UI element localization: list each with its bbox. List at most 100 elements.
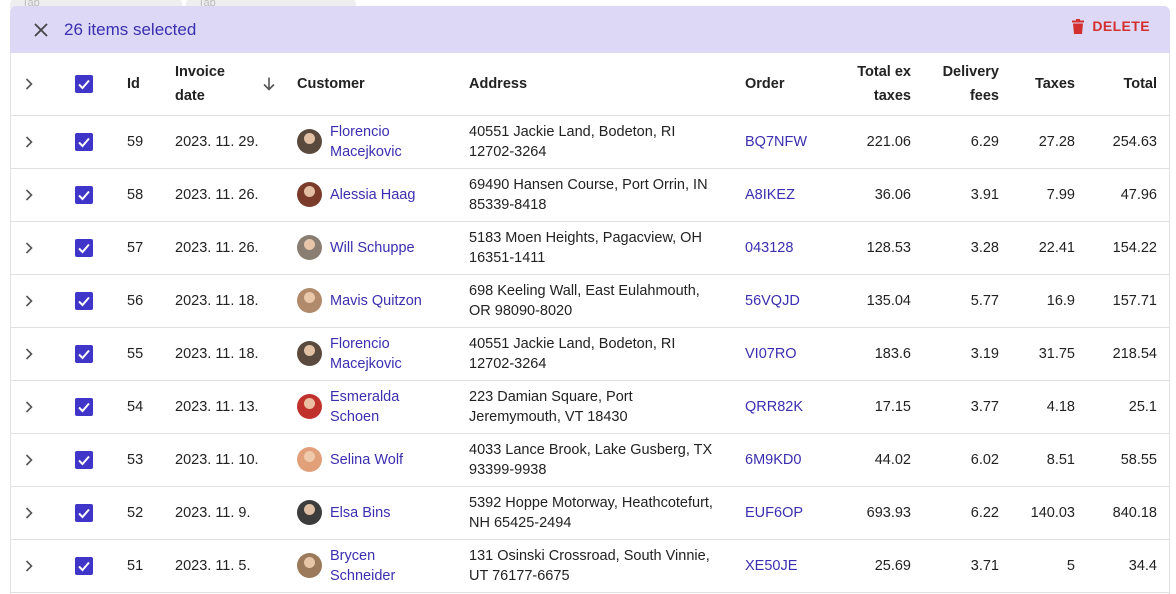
- row-checkbox[interactable]: [75, 556, 93, 575]
- chevron-right-icon[interactable]: [11, 78, 47, 90]
- row-total-ex-taxes: 44.02: [837, 433, 911, 487]
- expand-row-chevron-icon[interactable]: [11, 135, 47, 148]
- row-id: 56: [127, 274, 175, 328]
- row-invoice-date: 2023. 11. 26.: [175, 168, 297, 222]
- row-total: 34.4: [1087, 539, 1169, 593]
- row-address: 69490 Hansen Course, Port Orrin, IN 85339…: [469, 168, 745, 222]
- order-link[interactable]: A8IKEZ: [745, 186, 795, 203]
- row-id: 58: [127, 168, 175, 222]
- row-checkbox[interactable]: [75, 450, 93, 469]
- expand-row-chevron-icon[interactable]: [11, 241, 47, 254]
- table-row[interactable]: 51 2023. 11. 5. Brycen Schneider 131 Osin…: [11, 539, 1169, 593]
- table-row[interactable]: 52 2023. 11. 9. Elsa Bins 5392 Hoppe Mot…: [11, 486, 1169, 540]
- row-total-ex-taxes: 693.93: [837, 486, 911, 540]
- customer-link[interactable]: Elsa Bins: [330, 504, 391, 521]
- order-link[interactable]: 043128: [745, 239, 794, 256]
- order-link[interactable]: EUF6OP: [745, 504, 804, 521]
- row-total-ex-taxes: 135.04: [837, 274, 911, 328]
- row-checkbox[interactable]: [75, 185, 93, 204]
- row-address: 5392 Hoppe Motorway, Heathcotefurt, NH 65…: [469, 486, 745, 540]
- row-invoice-date: 2023. 11. 9.: [175, 486, 297, 540]
- row-checkbox[interactable]: [75, 344, 93, 363]
- table-row[interactable]: 53 2023. 11. 10. Selina Wolf 4033 Lance …: [11, 433, 1169, 487]
- order-link[interactable]: 56VQJD: [745, 292, 800, 309]
- customer-link[interactable]: Florencio Macejkovic: [330, 335, 402, 372]
- row-taxes: 5: [1011, 539, 1087, 593]
- row-address: 40551 Jackie Land, Bodeton, RI 12702-3264: [469, 327, 745, 381]
- header-order[interactable]: Order: [745, 53, 837, 116]
- order-link[interactable]: 6M9KD0: [745, 451, 802, 468]
- header-taxes[interactable]: Taxes: [1011, 53, 1087, 116]
- row-total: 25.1: [1087, 380, 1169, 434]
- header-delivery-fees[interactable]: Delivery fees: [911, 53, 1011, 116]
- bulk-actions-toolbar: 26 items selected DELETE: [10, 6, 1170, 53]
- table-row[interactable]: 55 2023. 11. 18. Florencio Macejkovic 405…: [11, 327, 1169, 381]
- row-taxes: 16.9: [1011, 274, 1087, 328]
- order-link[interactable]: VI07RO: [745, 345, 797, 362]
- row-total-ex-taxes: 25.69: [837, 539, 911, 593]
- customer-link[interactable]: Esmeralda Schoen: [330, 388, 400, 425]
- row-order: A8IKEZ: [745, 168, 837, 222]
- avatar: [297, 235, 322, 260]
- customer-link[interactable]: Will Schuppe: [330, 239, 415, 256]
- row-invoice-date: 2023. 11. 5.: [175, 539, 297, 593]
- order-link[interactable]: BQ7NFW: [745, 133, 808, 150]
- table-row[interactable]: 59 2023. 11. 29. Florencio Macejkovic 405…: [11, 115, 1169, 169]
- row-checkbox[interactable]: [75, 132, 93, 151]
- row-customer-cell: Florencio Macejkovic: [297, 327, 469, 381]
- row-taxes: 140.03: [1011, 486, 1087, 540]
- row-id: 51: [127, 539, 175, 593]
- row-checkbox[interactable]: [75, 397, 93, 416]
- expand-row-chevron-icon[interactable]: [11, 294, 47, 307]
- row-checkbox[interactable]: [75, 238, 93, 257]
- row-total-ex-taxes: 221.06: [837, 115, 911, 169]
- row-order: 6M9KD0: [745, 433, 837, 487]
- select-all-checkbox[interactable]: [75, 74, 93, 93]
- customer-link[interactable]: Selina Wolf: [330, 451, 404, 468]
- row-total: 840.18: [1087, 486, 1169, 540]
- table-row[interactable]: 54 2023. 11. 13. Esmeralda Schoen 223 Dam…: [11, 380, 1169, 434]
- row-customer-cell: Alessia Haag: [297, 168, 469, 222]
- row-id: 55: [127, 327, 175, 381]
- header-total[interactable]: Total: [1087, 53, 1169, 116]
- header-invoice-date[interactable]: Invoice date: [175, 53, 297, 116]
- row-checkbox[interactable]: [75, 503, 93, 522]
- row-total-ex-taxes: 36.06: [837, 168, 911, 222]
- table-row[interactable]: 57 2023. 11. 26. Will Schuppe 5183 Moen …: [11, 221, 1169, 275]
- row-delivery-fees: 3.77: [911, 380, 1011, 434]
- table-row[interactable]: 56 2023. 11. 18. Mavis Quitzon 698 Keeli…: [11, 274, 1169, 328]
- header-address[interactable]: Address: [469, 53, 745, 116]
- customer-link[interactable]: Florencio Macejkovic: [330, 123, 402, 160]
- row-taxes: 27.28: [1011, 115, 1087, 169]
- row-total: 58.55: [1087, 433, 1169, 487]
- close-icon[interactable]: [30, 19, 52, 41]
- expand-row-chevron-icon[interactable]: [11, 188, 47, 201]
- row-taxes: 4.18: [1011, 380, 1087, 434]
- row-total-ex-taxes: 17.15: [837, 380, 911, 434]
- row-delivery-fees: 5.77: [911, 274, 1011, 328]
- row-order: 56VQJD: [745, 274, 837, 328]
- delete-button[interactable]: DELETE: [1072, 18, 1150, 34]
- expand-row-chevron-icon[interactable]: [11, 453, 47, 466]
- row-delivery-fees: 3.71: [911, 539, 1011, 593]
- header-taxes-label: Taxes: [1034, 75, 1075, 92]
- header-total-ex-taxes[interactable]: Total ex taxes: [837, 53, 911, 116]
- customer-link[interactable]: Alessia Haag: [330, 186, 416, 203]
- row-checkbox[interactable]: [75, 291, 93, 310]
- row-total-ex-taxes: 183.6: [837, 327, 911, 381]
- expand-row-chevron-icon[interactable]: [11, 506, 47, 519]
- row-id: 57: [127, 221, 175, 275]
- customer-link[interactable]: Brycen Schneider: [330, 547, 396, 584]
- expand-row-chevron-icon[interactable]: [11, 559, 47, 572]
- expand-row-chevron-icon[interactable]: [11, 347, 47, 360]
- row-taxes: 8.51: [1011, 433, 1087, 487]
- order-link[interactable]: QRR82K: [745, 398, 804, 415]
- header-id[interactable]: Id: [127, 53, 175, 116]
- expand-row-chevron-icon[interactable]: [11, 400, 47, 413]
- sort-arrow-down-icon[interactable]: [263, 77, 275, 91]
- header-customer[interactable]: Customer: [297, 53, 469, 116]
- row-order: QRR82K: [745, 380, 837, 434]
- table-row[interactable]: 58 2023. 11. 26. Alessia Haag 69490 Hans…: [11, 168, 1169, 222]
- customer-link[interactable]: Mavis Quitzon: [330, 292, 422, 309]
- order-link[interactable]: XE50JE: [745, 557, 798, 574]
